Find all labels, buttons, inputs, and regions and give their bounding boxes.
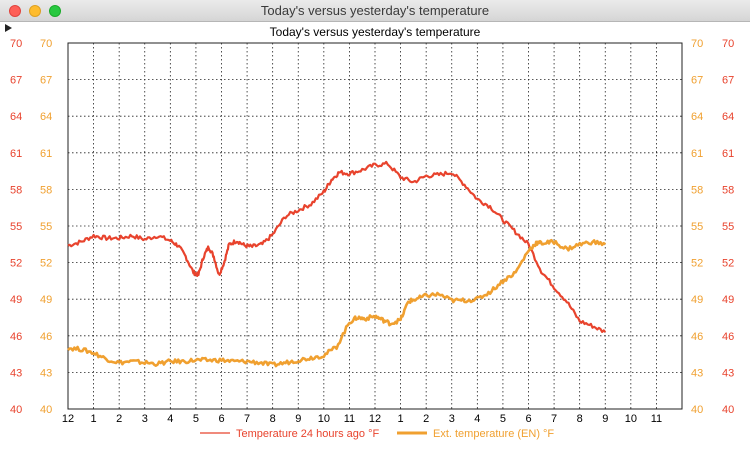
left-y-tick-inner: 40 bbox=[40, 404, 52, 416]
x-tick-label: 3 bbox=[449, 413, 455, 425]
x-tick-label: 1 bbox=[91, 413, 97, 425]
x-tick-label: 10 bbox=[318, 413, 330, 425]
x-tick-label: 1 bbox=[398, 413, 404, 425]
right-y-axis: 40 40 43 43 46 46 49 49 52 52 55 55 58 58 61 61 64 64 67 67… bbox=[691, 38, 734, 416]
left-y-tick-outer: 64 bbox=[10, 111, 22, 123]
x-tick-label: 6 bbox=[218, 413, 224, 425]
plot-frame bbox=[67, 42, 683, 410]
x-tick-label: 12 bbox=[369, 413, 381, 425]
x-tick-label: 4 bbox=[167, 413, 173, 425]
close-window-button[interactable] bbox=[9, 5, 21, 17]
right-y-tick-outer: 46 bbox=[722, 331, 734, 343]
right-y-tick-inner: 61 bbox=[691, 148, 703, 160]
x-tick-label: 10 bbox=[625, 413, 637, 425]
left-y-tick-inner: 61 bbox=[40, 148, 52, 160]
right-y-tick-outer: 64 bbox=[722, 111, 734, 123]
right-y-tick-inner: 55 bbox=[691, 221, 703, 233]
left-y-tick-inner: 49 bbox=[40, 294, 52, 306]
title-bar: Today's versus yesterday's temperature bbox=[0, 0, 750, 22]
chart-title: Today's versus yesterday's temperature bbox=[270, 25, 481, 39]
left-y-tick-outer: 70 bbox=[10, 38, 22, 50]
x-tick-label: 3 bbox=[142, 413, 148, 425]
x-tick-label: 12 bbox=[62, 413, 74, 425]
right-y-tick-inner: 49 bbox=[691, 294, 703, 306]
left-y-tick-outer: 46 bbox=[10, 331, 22, 343]
left-y-tick-outer: 43 bbox=[10, 367, 22, 379]
x-tick-label: 2 bbox=[423, 413, 429, 425]
left-y-tick-inner: 52 bbox=[40, 258, 52, 270]
left-y-tick-outer: 40 bbox=[10, 404, 22, 416]
series-line-2 bbox=[67, 238, 607, 368]
left-y-tick-inner: 55 bbox=[40, 221, 52, 233]
legend[interactable]: Temperature 24 hours ago °F Ext. temperat… bbox=[200, 428, 554, 440]
temperature-chart: Today's versus yesterday's temperature 4… bbox=[10, 25, 734, 440]
right-y-tick-inner: 67 bbox=[691, 75, 703, 87]
legend-label-2[interactable]: Ext. temperature (EN) °F bbox=[433, 428, 554, 440]
left-y-tick-inner: 67 bbox=[40, 75, 52, 87]
x-tick-label: 11 bbox=[651, 413, 662, 425]
x-tick-label: 7 bbox=[551, 413, 557, 425]
x-tick-label: 8 bbox=[577, 413, 583, 425]
series-line-1 bbox=[67, 160, 607, 333]
right-y-tick-outer: 55 bbox=[722, 221, 734, 233]
left-y-tick-inner: 58 bbox=[40, 184, 52, 196]
right-y-tick-inner: 52 bbox=[691, 258, 703, 270]
right-y-tick-inner: 46 bbox=[691, 331, 703, 343]
series bbox=[67, 160, 607, 368]
x-tick-label: 5 bbox=[193, 413, 199, 425]
zoom-window-button[interactable] bbox=[49, 5, 61, 17]
left-y-tick-inner: 43 bbox=[40, 367, 52, 379]
x-tick-label: 6 bbox=[525, 413, 531, 425]
left-y-tick-outer: 61 bbox=[10, 148, 22, 160]
right-y-tick-outer: 58 bbox=[722, 184, 734, 196]
left-y-tick-inner: 64 bbox=[40, 111, 52, 123]
x-tick-label: 2 bbox=[116, 413, 122, 425]
right-y-tick-inner: 58 bbox=[691, 184, 703, 196]
right-y-tick-outer: 67 bbox=[722, 75, 734, 87]
x-tick-label: 9 bbox=[295, 413, 301, 425]
right-y-tick-inner: 40 bbox=[691, 404, 703, 416]
right-y-tick-outer: 52 bbox=[722, 258, 734, 270]
right-y-tick-inner: 43 bbox=[691, 367, 703, 379]
grid bbox=[68, 43, 682, 409]
x-tick-label: 9 bbox=[602, 413, 608, 425]
right-y-tick-outer: 49 bbox=[722, 294, 734, 306]
right-y-tick-outer: 61 bbox=[722, 148, 734, 160]
right-y-tick-inner: 64 bbox=[691, 111, 703, 123]
legend-label-1[interactable]: Temperature 24 hours ago °F bbox=[236, 428, 379, 440]
left-y-tick-outer: 52 bbox=[10, 258, 22, 270]
right-y-tick-outer: 70 bbox=[722, 38, 734, 50]
left-y-tick-inner: 70 bbox=[40, 38, 52, 50]
x-tick-label: 5 bbox=[500, 413, 506, 425]
window-title: Today's versus yesterday's temperature bbox=[260, 3, 490, 18]
left-y-tick-outer: 55 bbox=[10, 221, 22, 233]
left-y-tick-inner: 46 bbox=[40, 331, 52, 343]
left-y-tick-outer: 58 bbox=[10, 184, 22, 196]
x-tick-label: 11 bbox=[344, 413, 355, 425]
play-marker-icon bbox=[5, 24, 12, 32]
left-y-axis: 40 40 43 43 46 46 49 49 52 52 55 55 58 58 61 61 64 64 67 67… bbox=[10, 38, 52, 416]
left-y-tick-outer: 67 bbox=[10, 75, 22, 87]
minimize-window-button[interactable] bbox=[29, 5, 41, 17]
right-y-tick-outer: 40 bbox=[722, 404, 734, 416]
x-tick-label: 8 bbox=[270, 413, 276, 425]
left-y-tick-outer: 49 bbox=[10, 294, 22, 306]
right-y-tick-inner: 70 bbox=[691, 38, 703, 50]
x-tick-label: 4 bbox=[474, 413, 480, 425]
right-y-tick-outer: 43 bbox=[722, 367, 734, 379]
x-tick-label: 7 bbox=[244, 413, 250, 425]
x-axis: 12 1 2 3 4 5 6 7 8 9 10 11 12 1 2 3 4 5 6 7 8 9 10 11 bbox=[62, 413, 662, 425]
